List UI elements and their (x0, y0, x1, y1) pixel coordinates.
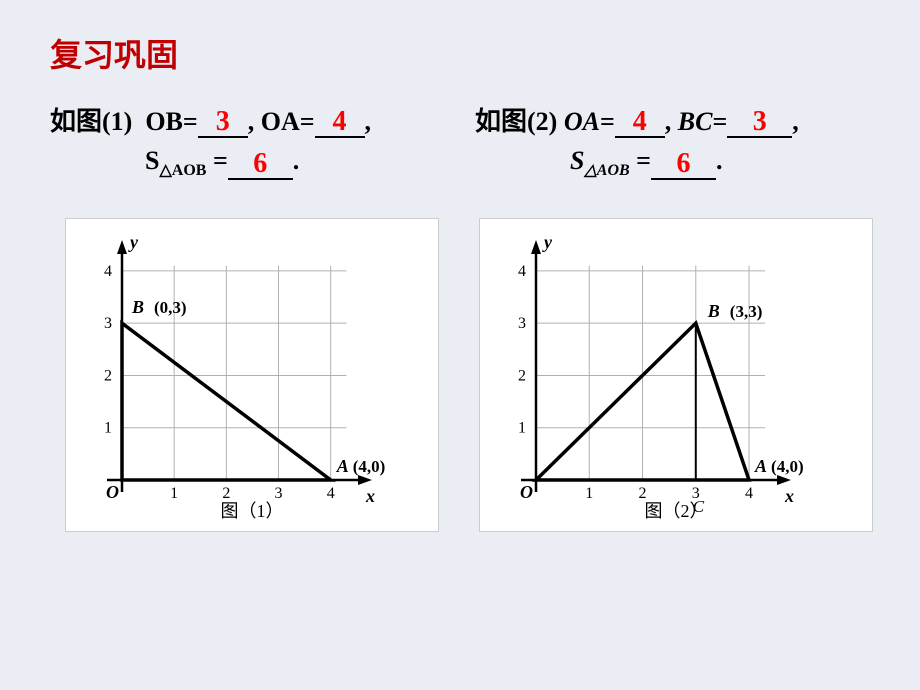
problem-2-line2: S△AOB =6. (475, 146, 870, 180)
p2-q1-blank: 4 (615, 110, 665, 138)
svg-text:3: 3 (275, 485, 283, 502)
p2-q2-blank: 3 (727, 110, 792, 138)
p1-q2-ans: 4 (315, 106, 365, 138)
svg-text:4: 4 (518, 263, 526, 280)
svg-text:O: O (106, 482, 119, 502)
p2-q3-blank: 6 (651, 152, 716, 180)
p1-q3-eq: = (213, 146, 228, 175)
svg-text:2: 2 (639, 485, 647, 502)
p2-q2-label: BC (678, 107, 713, 136)
svg-text:A: A (754, 456, 767, 476)
p1-q3-S: S (145, 146, 159, 175)
svg-text:y: y (128, 232, 139, 252)
svg-text:y: y (542, 232, 553, 252)
svg-text:1: 1 (104, 420, 112, 437)
svg-text:1: 1 (170, 485, 178, 502)
p1-q1-label: OB= (145, 107, 197, 136)
svg-text:2: 2 (222, 485, 230, 502)
p1-q1-blank: 3 (198, 110, 248, 138)
p2-prefix: 如图(2) (475, 107, 557, 136)
figure-2: 12341234xyOA(4,0)B(3,3)C图（2） (486, 225, 866, 525)
svg-text:(0,3): (0,3) (154, 298, 187, 317)
problem-1: 如图(1) OB=3, OA=4, S△AOB =6. (50, 101, 445, 188)
figure-1-wrap: 1 2 3 4 1 2 3 4 x y O A(4,0) B (0,3) 图（1） (65, 218, 439, 532)
p1-q3-ans: 6 (228, 148, 293, 180)
svg-text:2: 2 (518, 368, 526, 385)
svg-text:x: x (784, 486, 794, 506)
svg-text:4: 4 (327, 485, 335, 502)
p2-q3-ans: 6 (651, 148, 716, 180)
p1-q2-blank: 4 (315, 110, 365, 138)
problem-2-line1: 如图(2) OA=4, BC=3, (475, 101, 870, 138)
svg-text:图（1）: 图（1） (221, 501, 284, 521)
section-title: 复习巩固 (50, 30, 870, 76)
svg-text:1: 1 (518, 420, 526, 437)
svg-text:B: B (707, 301, 720, 321)
p2-q1-ans: 4 (615, 106, 665, 138)
svg-text:2: 2 (104, 368, 112, 385)
svg-text:图（2）: 图（2） (645, 501, 708, 521)
p2-q3-S: S (570, 146, 584, 175)
svg-text:4: 4 (104, 263, 112, 280)
figure-2-wrap: 12341234xyOA(4,0)B(3,3)C图（2） (479, 218, 873, 532)
p2-q3-sub: △AOB (584, 162, 629, 179)
svg-text:B: B (131, 297, 144, 317)
problem-1-line1: 如图(1) OB=3, OA=4, (50, 101, 445, 138)
p2-q1-label: OA (564, 107, 600, 136)
p1-prefix: 如图(1) (50, 107, 132, 136)
svg-text:A: A (336, 456, 349, 476)
p2-q3-eq: = (636, 146, 651, 175)
p2-q2-eq: = (712, 107, 727, 136)
svg-text:(4,0): (4,0) (771, 457, 804, 476)
p2-q2-ans: 3 (727, 106, 792, 138)
svg-text:3: 3 (104, 315, 112, 332)
svg-text:O: O (520, 482, 533, 502)
p1-q3-blank: 6 (228, 152, 293, 180)
svg-text:(4,0): (4,0) (353, 457, 386, 476)
svg-text:(3,3): (3,3) (730, 302, 763, 321)
svg-text:4: 4 (745, 485, 753, 502)
p2-q1-eq: = (600, 107, 615, 136)
problem-1-line2: S△AOB =6. (50, 146, 445, 180)
p1-q1-ans: 3 (198, 106, 248, 138)
p1-q2-label: OA= (261, 107, 315, 136)
figure-1: 1 2 3 4 1 2 3 4 x y O A(4,0) B (0,3) 图（1） (72, 225, 432, 525)
svg-text:x: x (365, 486, 375, 506)
problem-2: 如图(2) OA=4, BC=3, S△AOB =6. (475, 101, 870, 188)
svg-text:3: 3 (518, 315, 526, 332)
p1-q3-sub: △AOB (159, 162, 206, 179)
svg-text:1: 1 (585, 485, 593, 502)
